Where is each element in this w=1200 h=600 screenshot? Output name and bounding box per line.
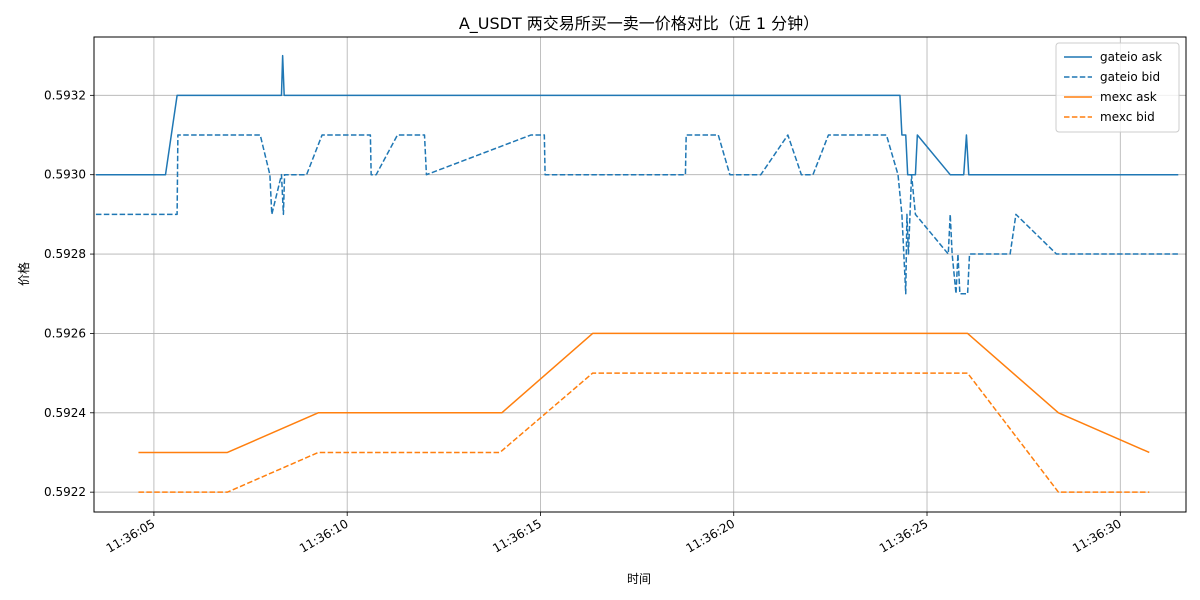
y-tick-label: 0.5926 [44,326,86,340]
x-tick-label: 11:36:25 [877,516,931,555]
x-tick-label: 11:36:20 [684,516,738,555]
legend-label: gateio bid [1100,70,1160,84]
x-tick-label: 11:36:05 [104,516,158,555]
y-tick-label: 0.5924 [44,406,86,420]
x-tick-label: 11:36:10 [297,516,351,555]
x-tick-label: 11:36:30 [1070,516,1124,555]
y-tick-label: 0.5932 [44,88,86,102]
series-line-gateio-ask [95,54,1179,176]
y-tick-label: 0.5930 [44,168,86,182]
series-line-gateio-bid [95,134,1179,295]
axis-ticks: 0.5922 0.5924 0.5926 0.5928 0.5930 0.5932 11:3… [44,88,1124,555]
series-lines [95,54,1179,493]
x-axis-label: 时间 [627,572,651,586]
chart-title: A_USDT 两交易所买一卖一价格对比（近 1 分钟） [459,14,819,34]
plot-frame [93,36,1187,513]
legend: gateio ask gateio bid mexc ask mexc bid [1055,42,1180,133]
x-tick-label: 11:36:15 [490,516,544,555]
grid-lines [94,37,1186,512]
legend-box [1055,42,1180,133]
legend-label: mexc ask [1100,90,1157,104]
legend-label: gateio ask [1100,50,1162,64]
series-line-mexc-ask [138,332,1150,454]
y-axis-label: 价格 [16,262,31,286]
y-tick-label: 0.5928 [44,247,86,261]
series-line-mexc-bid [138,372,1150,493]
y-tick-label: 0.5922 [44,485,86,499]
legend-label: mexc bid [1100,110,1155,124]
